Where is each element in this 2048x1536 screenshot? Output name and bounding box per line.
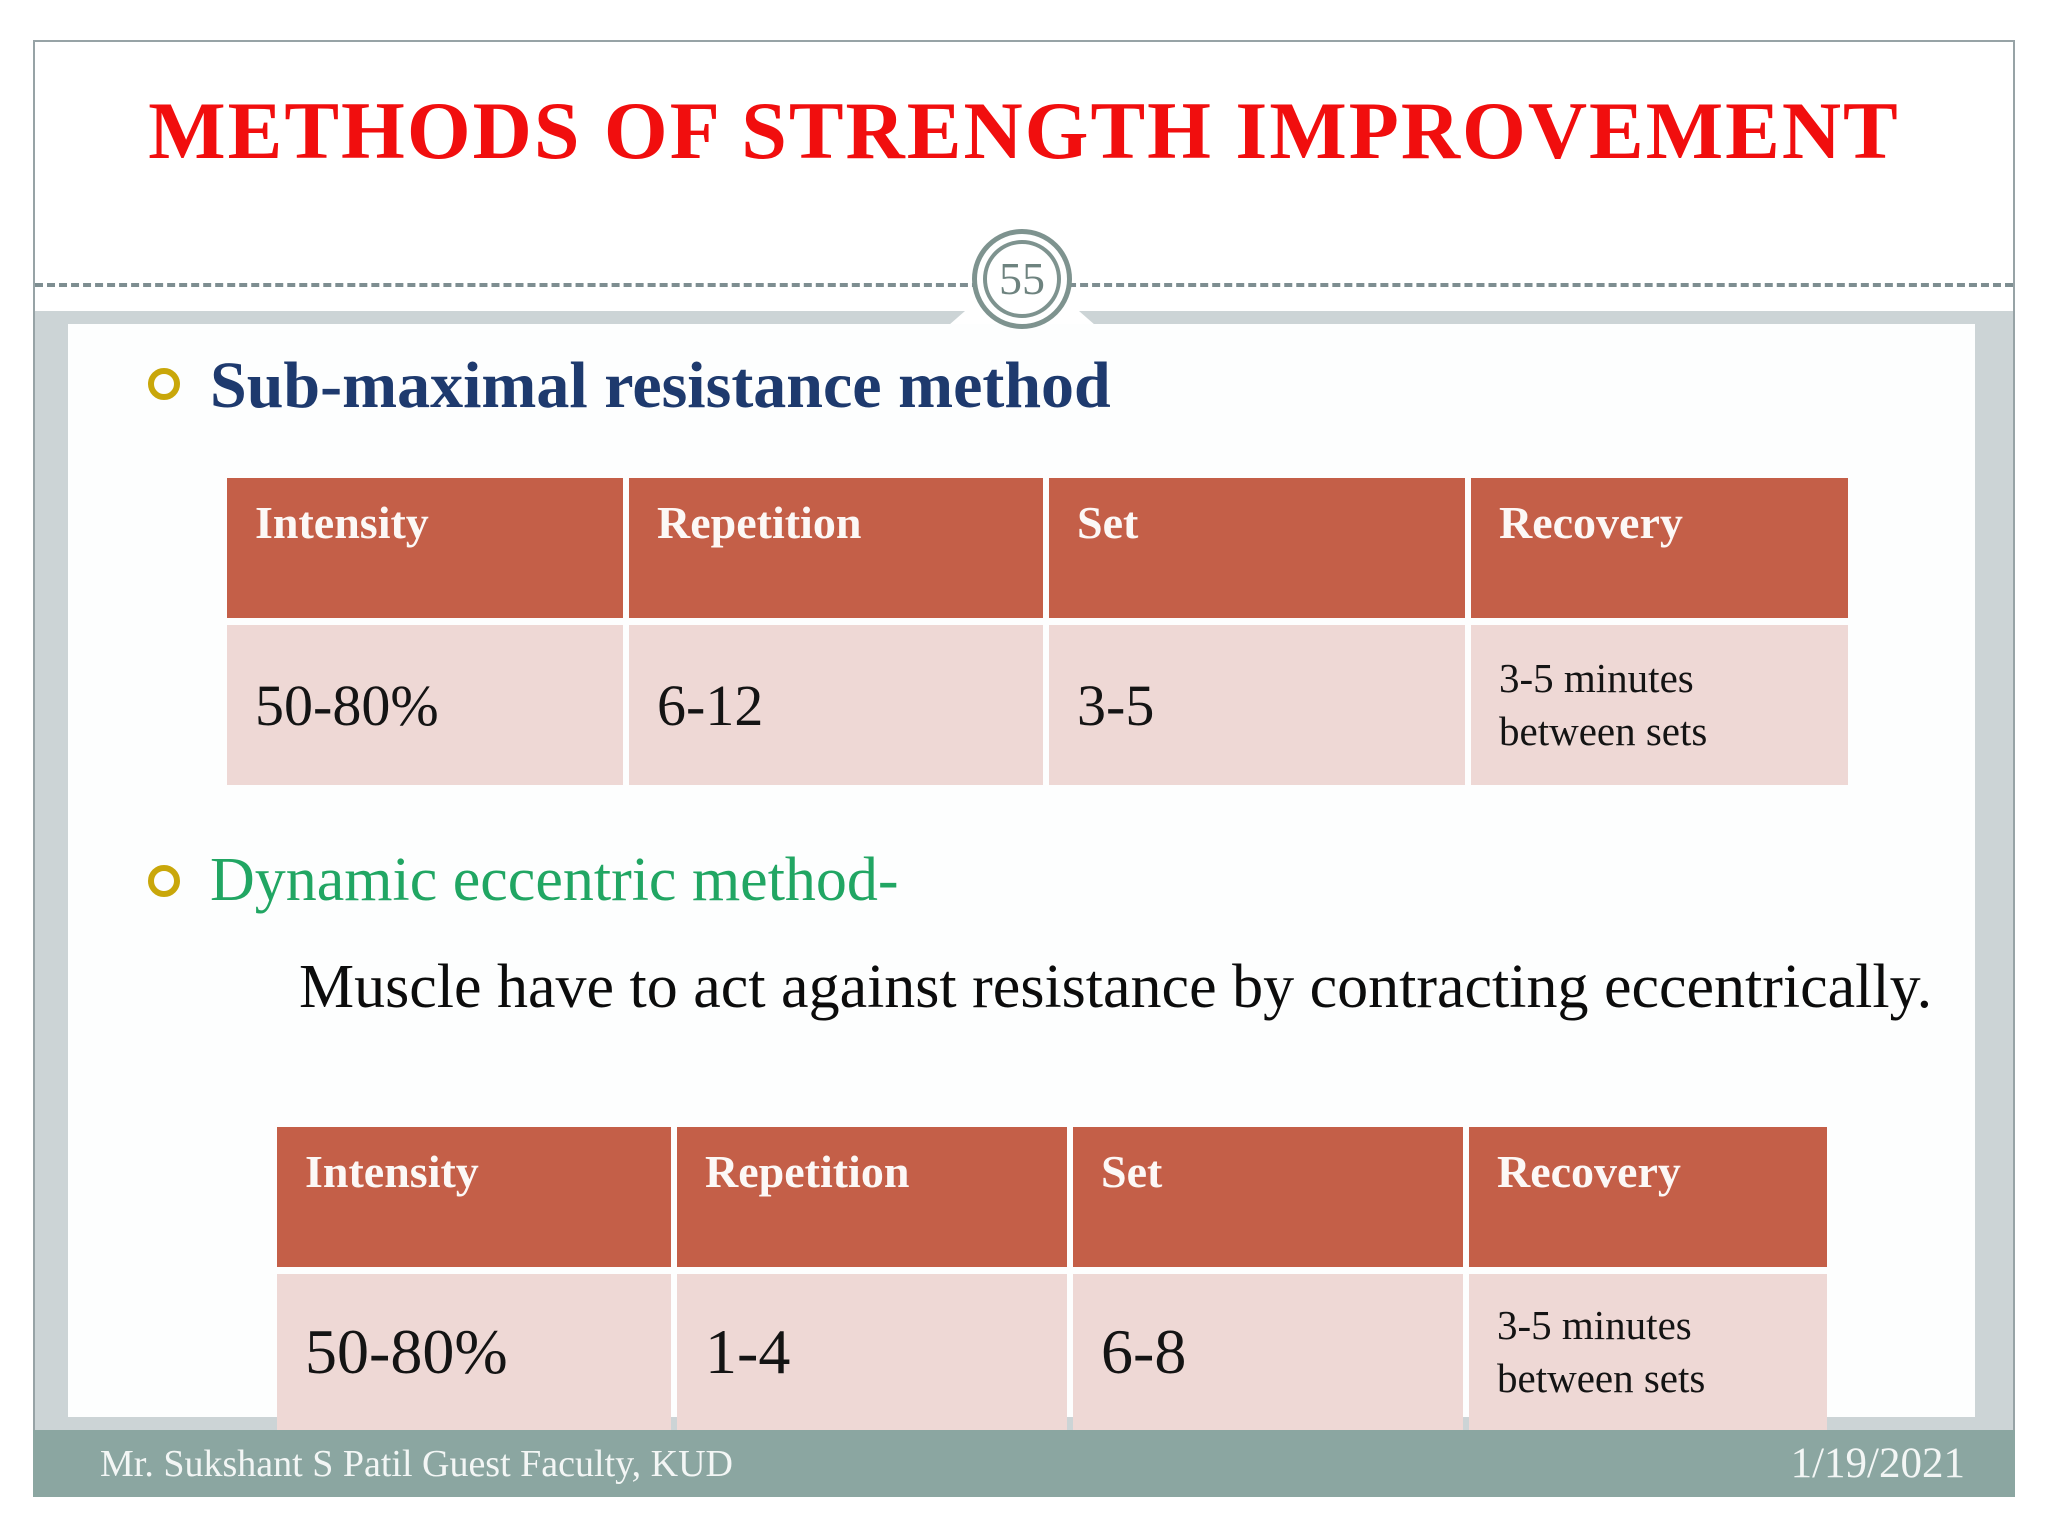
table1-cell-set: 3-5 (1049, 625, 1465, 785)
table2-header-repetition: Repetition (677, 1127, 1067, 1267)
table1-header-set: Set (1049, 478, 1465, 618)
table2-header-set: Set (1073, 1127, 1463, 1267)
footer-date: 1/19/2021 (1790, 1440, 1965, 1487)
footer-credit: Mr. Sukshant S Patil Guest Faculty, KUD (100, 1442, 733, 1485)
section1-heading-row: Sub-maximal resistance method (148, 348, 1111, 424)
page-number-inner-ring: 55 (983, 240, 1061, 318)
table1-header-recovery: Recovery (1471, 478, 1848, 618)
table1-cell-recovery: 3-5 minutes between sets (1471, 625, 1848, 785)
table1-container: Intensity Repetition Set Recovery 50-80%… (221, 471, 1854, 792)
table1-header-row: Intensity Repetition Set Recovery (227, 478, 1848, 618)
table1-data-row: 50-80% 6-12 3-5 3-5 minutes between sets (227, 625, 1848, 785)
bullet-circle-icon (148, 865, 180, 897)
table2-header-intensity: Intensity (277, 1127, 671, 1267)
submaximal-table: Intensity Repetition Set Recovery 50-80%… (221, 471, 1854, 792)
bullet-circle-icon (148, 368, 180, 400)
table2-header-recovery: Recovery (1469, 1127, 1827, 1267)
page-number: 55 (999, 253, 1045, 304)
table2-container: Intensity Repetition Set Recovery 50-80%… (271, 1120, 1833, 1437)
table1-cell-repetition: 6-12 (629, 625, 1043, 785)
dynamic-eccentric-table: Intensity Repetition Set Recovery 50-80%… (271, 1120, 1833, 1437)
section2-description: Muscle have to act against resistance by… (299, 953, 1933, 1021)
table1-cell-intensity: 50-80% (227, 625, 623, 785)
page-number-badge: 55 (972, 229, 1072, 329)
table2-cell-repetition: 1-4 (677, 1274, 1067, 1430)
table2-cell-intensity: 50-80% (277, 1274, 671, 1430)
table1-header-repetition: Repetition (629, 478, 1043, 618)
section2-heading: Dynamic eccentric method- (210, 846, 899, 914)
section2-heading-row: Dynamic eccentric method- (148, 845, 899, 916)
section1-heading: Sub-maximal resistance method (210, 349, 1111, 422)
footer-bar: Mr. Sukshant S Patil Guest Faculty, KUD … (33, 1430, 2015, 1497)
slide-title: METHODS OF STRENGTH IMPROVEMENT (148, 85, 1900, 176)
table2-data-row: 50-80% 1-4 6-8 3-5 minutes between sets (277, 1274, 1827, 1430)
table1-header-intensity: Intensity (227, 478, 623, 618)
table2-cell-set: 6-8 (1073, 1274, 1463, 1430)
table2-header-row: Intensity Repetition Set Recovery (277, 1127, 1827, 1267)
table2-cell-recovery: 3-5 minutes between sets (1469, 1274, 1827, 1430)
